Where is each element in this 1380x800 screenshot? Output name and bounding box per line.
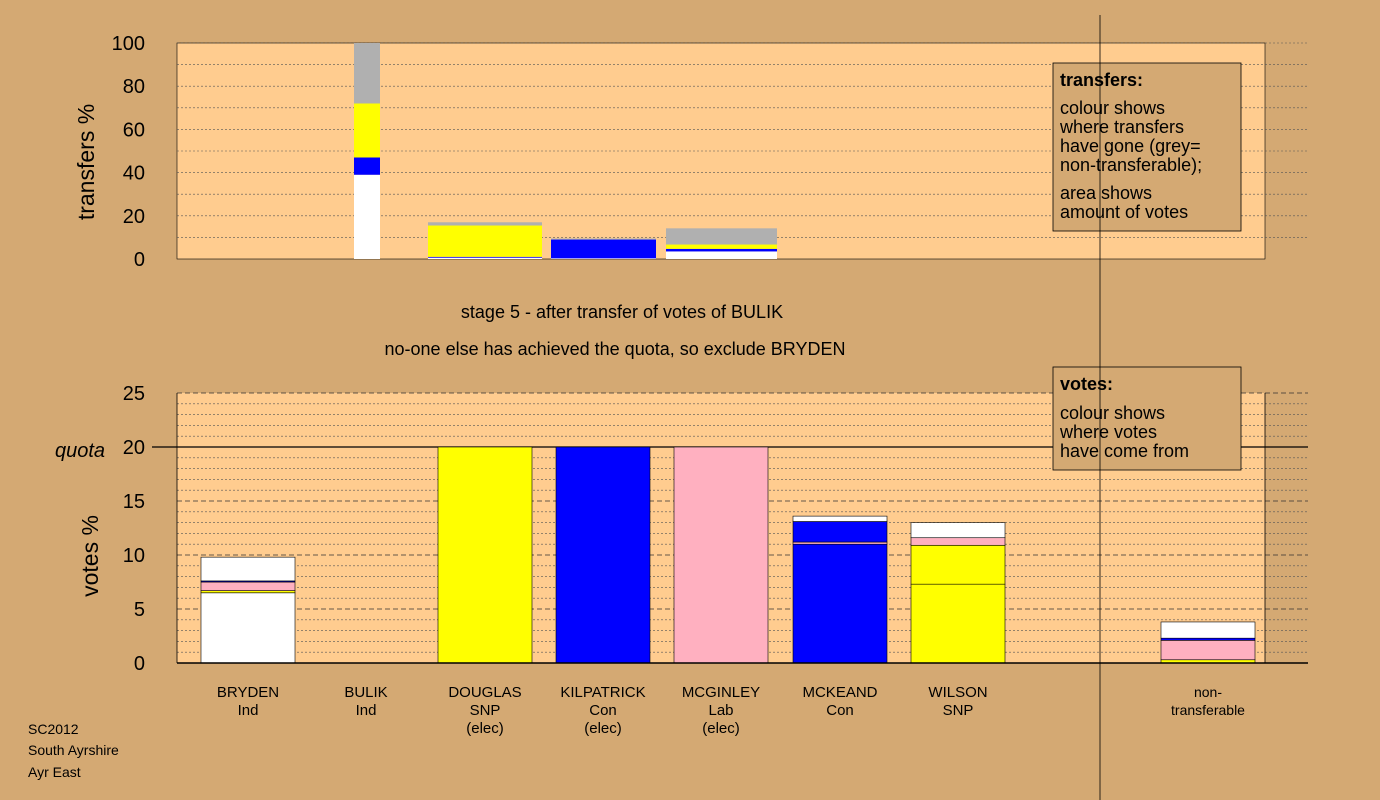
- vote-segment: [200, 581, 296, 591]
- transfer-segment: [666, 251, 777, 259]
- transfer-segment: [551, 258, 656, 259]
- transfers-legend-line: non-transferable);: [1060, 155, 1202, 175]
- transfers-y-tick-label: 60: [123, 119, 145, 141]
- candidate-name: non-: [1194, 684, 1222, 700]
- transfer-segment: [551, 238, 656, 240]
- votes-legend-box: [1052, 366, 1242, 471]
- vote-segment: [792, 543, 888, 664]
- footer-line: Ayr East: [28, 764, 81, 780]
- candidate-name: MCKEAND: [802, 684, 877, 701]
- candidate-name: MCGINLEY: [682, 684, 760, 701]
- candidate-party: Ind: [356, 702, 377, 719]
- vote-segment: [792, 541, 888, 545]
- transfer-segment: [551, 239, 656, 259]
- votes-y-tick-label: 5: [134, 599, 145, 621]
- transfers-legend-line: have gone (grey=: [1060, 136, 1201, 156]
- candidate-party: Ind: [238, 702, 259, 719]
- transfer-segment: [666, 248, 777, 252]
- candidate-party: Con: [826, 702, 854, 719]
- footer-line: South Ayrshire: [28, 742, 119, 758]
- transfer-segment: [428, 256, 542, 258]
- candidate-party: transferable: [1171, 702, 1245, 718]
- votes-legend-line: where votes: [1059, 422, 1157, 442]
- candidate-name: KILPATRICK: [560, 684, 645, 701]
- transfer-segment: [428, 225, 542, 257]
- votes-category-labels: BRYDENIndBULIKIndDOUGLASSNP(elec)KILPATR…: [217, 684, 1245, 737]
- transfers-legend: transfers: colour shows where transfers …: [1052, 62, 1242, 232]
- transfer-segment: [428, 257, 542, 259]
- vote-segment: [673, 446, 769, 664]
- votes-legend-title: votes:: [1060, 374, 1113, 394]
- transfers-y-tick-label: 40: [123, 163, 145, 185]
- votes-y-ticks: 0 5 10 15 20 25: [123, 383, 145, 675]
- transfer-segment: [354, 174, 380, 259]
- transfers-legend-line: amount of votes: [1060, 202, 1188, 222]
- transfer-segment: [354, 43, 380, 104]
- transfers-legend-box: [1052, 62, 1242, 232]
- votes-legend: votes: colour shows where votes have com…: [1052, 366, 1242, 471]
- vote-segment: [1160, 637, 1256, 641]
- transfer-segment: [666, 228, 777, 245]
- transfer-segment: [666, 244, 777, 249]
- candidate-name: WILSON: [928, 684, 987, 701]
- votes-legend-line: have come from: [1060, 441, 1189, 461]
- vote-segment: [555, 446, 651, 664]
- vote-segment: [910, 544, 1006, 585]
- quota-label: quota: [55, 440, 105, 462]
- vote-segment: [1160, 640, 1256, 661]
- votes-y-tick-label: 10: [123, 545, 145, 567]
- transfers-legend-title: transfers:: [1060, 70, 1143, 90]
- transfers-y-ticks: 0 20 40 60 80 100: [112, 33, 145, 271]
- transfers-y-tick-label: 100: [112, 33, 145, 55]
- votes-y-tick-label: 0: [134, 653, 145, 675]
- vote-segment: [200, 590, 296, 594]
- vote-segment: [910, 522, 1006, 539]
- candidate-name: BULIK: [344, 684, 387, 701]
- transfer-segment: [354, 103, 380, 158]
- vote-segment: [1160, 621, 1256, 639]
- transfers-y-tick-label: 0: [134, 249, 145, 271]
- transfers-y-tick-label: 20: [123, 206, 145, 228]
- transfers-y-tick-label: 80: [123, 76, 145, 98]
- candidate-status: (elec): [702, 720, 740, 737]
- vote-segment: [792, 515, 888, 522]
- transfers-y-axis-label: transfers %: [73, 104, 99, 220]
- votes-y-tick-label: 20: [123, 437, 145, 459]
- candidate-party: Lab: [708, 702, 733, 719]
- vote-segment: [910, 537, 1006, 546]
- exclude-caption: no-one else has achieved the quota, so e…: [385, 339, 846, 359]
- transfers-legend-line: area shows: [1060, 183, 1152, 203]
- vote-segment: [437, 446, 533, 664]
- vote-segment: [200, 556, 296, 582]
- votes-y-axis-label: votes %: [77, 515, 103, 597]
- candidate-name: DOUGLAS: [448, 684, 521, 701]
- candidate-party: SNP: [470, 702, 501, 719]
- candidate-status: (elec): [584, 720, 622, 737]
- votes-y-tick-label: 25: [123, 383, 145, 405]
- vote-segment: [792, 521, 888, 543]
- stage-caption: stage 5 - after transfer of votes of BUL…: [461, 302, 783, 322]
- candidate-status: (elec): [466, 720, 504, 737]
- candidate-party: Con: [589, 702, 617, 719]
- transfers-legend-line: colour shows: [1060, 98, 1165, 118]
- votes-y-tick-label: 15: [123, 491, 145, 513]
- transfers-legend-line: where transfers: [1059, 117, 1184, 137]
- transfer-segment: [354, 157, 380, 175]
- candidate-name: BRYDEN: [217, 684, 279, 701]
- votes-legend-line: colour shows: [1060, 403, 1165, 423]
- transfer-segment: [428, 222, 542, 226]
- transfers-bars: [354, 43, 777, 259]
- footer-line: SC2012: [28, 721, 79, 737]
- candidate-party: SNP: [943, 702, 974, 719]
- vote-segment: [200, 592, 296, 664]
- votes-bars: [177, 446, 1308, 664]
- vote-segment: [910, 583, 1006, 664]
